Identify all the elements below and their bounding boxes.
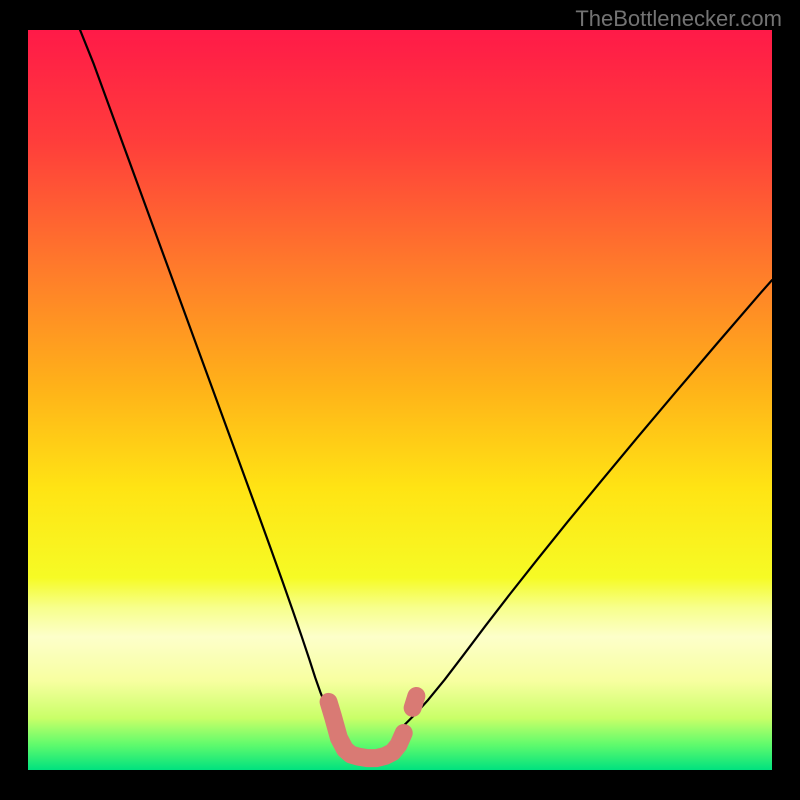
outer-frame: TheBottlenecker.com [0,0,800,800]
chart-svg [28,30,772,770]
valley-marker-part2 [413,696,417,708]
watermark-text: TheBottlenecker.com [575,6,782,32]
gradient-background [28,30,772,770]
plot-area [28,30,772,770]
